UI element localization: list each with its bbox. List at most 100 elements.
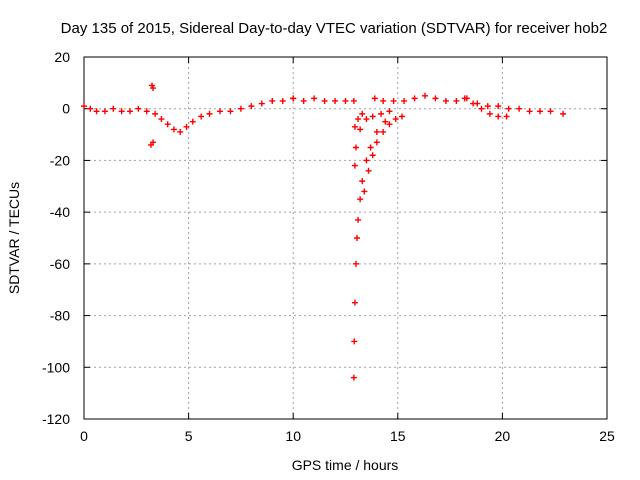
data-point xyxy=(378,110,385,117)
series-late-arc-2 xyxy=(461,95,510,120)
data-point xyxy=(369,113,376,120)
data-point xyxy=(216,108,223,115)
data-point xyxy=(352,144,359,151)
data-point xyxy=(421,92,428,99)
data-point xyxy=(351,123,358,130)
x-tick-label: 15 xyxy=(390,428,406,444)
data-point xyxy=(170,126,177,133)
data-point xyxy=(321,97,328,104)
x-tick-label: 0 xyxy=(80,428,88,444)
chart-title: Day 135 of 2015, Sidereal Day-to-day VTE… xyxy=(61,20,608,37)
data-point xyxy=(547,108,554,115)
data-point xyxy=(206,110,213,117)
series-baseline-late xyxy=(371,92,567,117)
data-point xyxy=(350,374,357,381)
data-point xyxy=(470,100,477,107)
x-tick-label: 20 xyxy=(495,428,511,444)
data-point xyxy=(386,121,393,128)
data-point xyxy=(227,108,234,115)
data-point xyxy=(198,113,205,120)
x-axis-ticks: 0 5 10 15 20 25 xyxy=(80,57,615,444)
data-point xyxy=(127,108,134,115)
y-tick-label: 0 xyxy=(62,101,70,117)
series-dip-arc-4 xyxy=(351,110,366,130)
series-dip-arc-3 xyxy=(351,108,393,169)
series-dip-main xyxy=(350,118,389,381)
data-point xyxy=(110,105,117,112)
data-point xyxy=(526,108,533,115)
data-point xyxy=(380,97,387,104)
data-point xyxy=(269,97,276,104)
data-point xyxy=(101,108,108,115)
data-points xyxy=(81,82,567,381)
data-point xyxy=(369,152,376,159)
data-point xyxy=(373,139,380,146)
y-tick-label: -100 xyxy=(42,359,70,375)
data-point xyxy=(87,105,94,112)
data-point xyxy=(390,97,397,104)
y-tick-label: -120 xyxy=(42,411,70,427)
data-point xyxy=(380,128,387,135)
data-point xyxy=(373,128,380,135)
series-outliers-3h xyxy=(147,82,157,148)
data-point xyxy=(359,178,366,185)
data-point xyxy=(432,95,439,102)
data-point xyxy=(143,108,150,115)
data-point xyxy=(248,103,255,110)
data-point xyxy=(158,116,165,123)
data-point xyxy=(351,338,358,345)
data-point xyxy=(150,139,157,146)
data-point xyxy=(290,95,297,102)
x-axis-label: GPS time / hours xyxy=(292,457,399,473)
x-tick-label: 10 xyxy=(285,428,301,444)
y-axis-label: SDTVAR / TECUs xyxy=(6,182,22,294)
data-point xyxy=(363,157,370,164)
data-point xyxy=(495,103,502,110)
data-point xyxy=(357,196,364,203)
data-point xyxy=(81,103,87,110)
data-point xyxy=(355,216,362,223)
data-point xyxy=(183,123,190,130)
data-point xyxy=(401,97,408,104)
data-point xyxy=(363,116,370,123)
data-point xyxy=(392,116,399,123)
data-point xyxy=(386,108,393,115)
data-point xyxy=(152,110,159,117)
x-tick-label: 5 xyxy=(185,428,193,444)
data-point xyxy=(371,95,378,102)
data-point xyxy=(300,97,307,104)
data-point xyxy=(351,162,358,169)
x-tick-label: 25 xyxy=(599,428,615,444)
data-point xyxy=(560,110,567,117)
data-point xyxy=(505,105,512,112)
plot-frame xyxy=(83,56,608,420)
data-point xyxy=(135,105,142,112)
data-point xyxy=(411,95,418,102)
data-point xyxy=(478,105,485,112)
data-point xyxy=(258,100,265,107)
y-tick-label: -80 xyxy=(50,308,70,324)
data-point xyxy=(516,105,523,112)
data-point xyxy=(503,113,510,120)
data-point xyxy=(279,97,286,104)
y-tick-label: 20 xyxy=(54,49,70,65)
data-point xyxy=(355,116,362,123)
series-baseline-early xyxy=(81,95,297,135)
data-point xyxy=(367,144,374,151)
data-point xyxy=(484,103,491,110)
y-axis-ticks: 20 0 -20 -40 -60 -80 -100 -120 xyxy=(42,49,607,427)
data-point xyxy=(351,299,358,306)
data-point xyxy=(164,121,171,128)
data-point xyxy=(93,108,100,115)
y-tick-label: -20 xyxy=(50,152,70,168)
data-point xyxy=(453,97,460,104)
data-point xyxy=(350,97,357,104)
y-tick-label: -40 xyxy=(50,204,70,220)
data-point xyxy=(118,108,125,115)
data-point xyxy=(357,126,364,133)
data-point xyxy=(361,188,368,195)
data-point xyxy=(495,113,502,120)
data-point xyxy=(352,260,359,267)
data-point xyxy=(311,95,318,102)
